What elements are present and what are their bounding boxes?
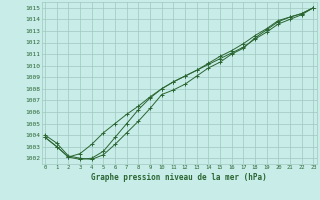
X-axis label: Graphe pression niveau de la mer (hPa): Graphe pression niveau de la mer (hPa) — [91, 173, 267, 182]
